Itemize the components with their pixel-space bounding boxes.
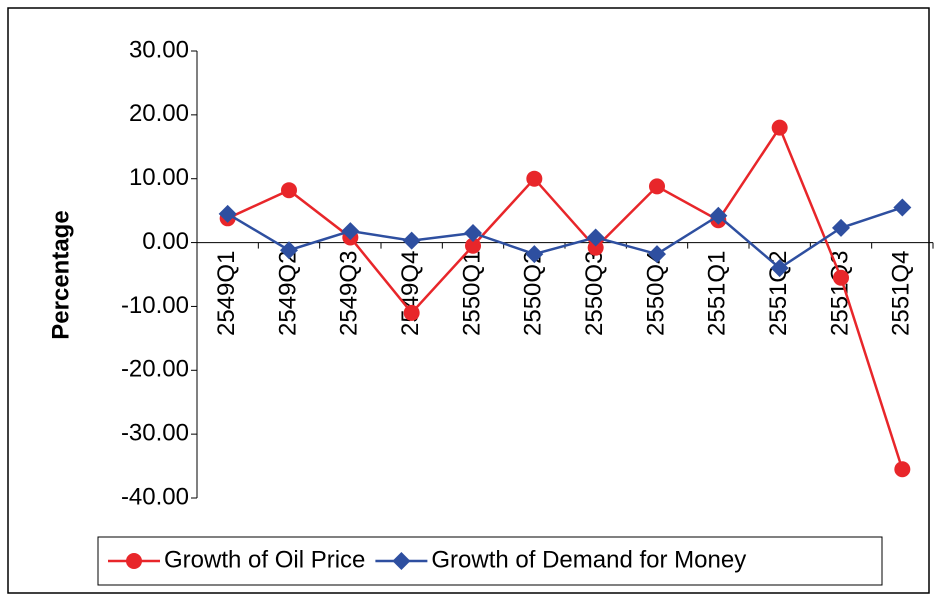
chart-frame bbox=[7, 7, 930, 594]
x-tick-label: 2550Q1 bbox=[458, 251, 485, 336]
y-tick-label: 0.00 bbox=[142, 228, 189, 255]
x-tick-label: 2551Q4 bbox=[888, 251, 915, 336]
x-tick-label: 2549Q4 bbox=[397, 251, 424, 336]
y-tick-label: -30.00 bbox=[121, 419, 189, 446]
data-point bbox=[771, 119, 788, 136]
data-point bbox=[709, 206, 728, 225]
data-point bbox=[832, 218, 850, 237]
y-axis-label: Percentage bbox=[47, 210, 74, 339]
y-tick-label: -10.00 bbox=[121, 292, 189, 319]
series-line bbox=[227, 206, 903, 270]
data-point bbox=[464, 223, 482, 242]
x-tick-label: 2549Q3 bbox=[336, 251, 363, 336]
data-point bbox=[403, 304, 420, 321]
legend-box bbox=[97, 536, 883, 586]
data-point bbox=[280, 241, 298, 260]
x-tick-label: 2549Q1 bbox=[213, 251, 240, 336]
data-point bbox=[525, 245, 544, 264]
data-point bbox=[218, 204, 237, 223]
data-point bbox=[649, 178, 665, 195]
legend-label: Growth of Demand for Money bbox=[431, 546, 746, 573]
data-point bbox=[770, 259, 789, 278]
legend-marker bbox=[392, 552, 411, 570]
data-point bbox=[648, 245, 666, 264]
y-tick-label: -20.00 bbox=[121, 356, 189, 383]
data-point bbox=[341, 222, 360, 241]
x-tick-label: 2551Q3 bbox=[826, 251, 853, 336]
x-tick-label: 2550Q2 bbox=[520, 251, 547, 336]
x-tick-label: 2549Q2 bbox=[274, 251, 301, 336]
data-point bbox=[465, 237, 481, 254]
legend-marker bbox=[126, 553, 142, 569]
y-tick-label: 10.00 bbox=[129, 164, 189, 191]
y-tick-label: -40.00 bbox=[121, 483, 189, 510]
x-tick-label: 2550Q4 bbox=[642, 251, 669, 336]
data-point bbox=[281, 182, 297, 199]
data-point bbox=[833, 269, 849, 286]
data-point bbox=[893, 198, 912, 217]
data-point bbox=[894, 461, 911, 478]
y-tick-label: 20.00 bbox=[129, 100, 189, 127]
x-tick-label: 2550Q3 bbox=[581, 251, 608, 336]
series-line bbox=[227, 124, 904, 470]
x-tick-label: 2551Q1 bbox=[704, 251, 731, 336]
y-tick-label: 30.00 bbox=[129, 36, 189, 63]
data-point bbox=[526, 170, 543, 187]
data-point bbox=[586, 228, 605, 247]
data-point bbox=[587, 239, 604, 256]
legend-label: Growth of Oil Price bbox=[164, 546, 365, 573]
data-point bbox=[402, 231, 421, 250]
